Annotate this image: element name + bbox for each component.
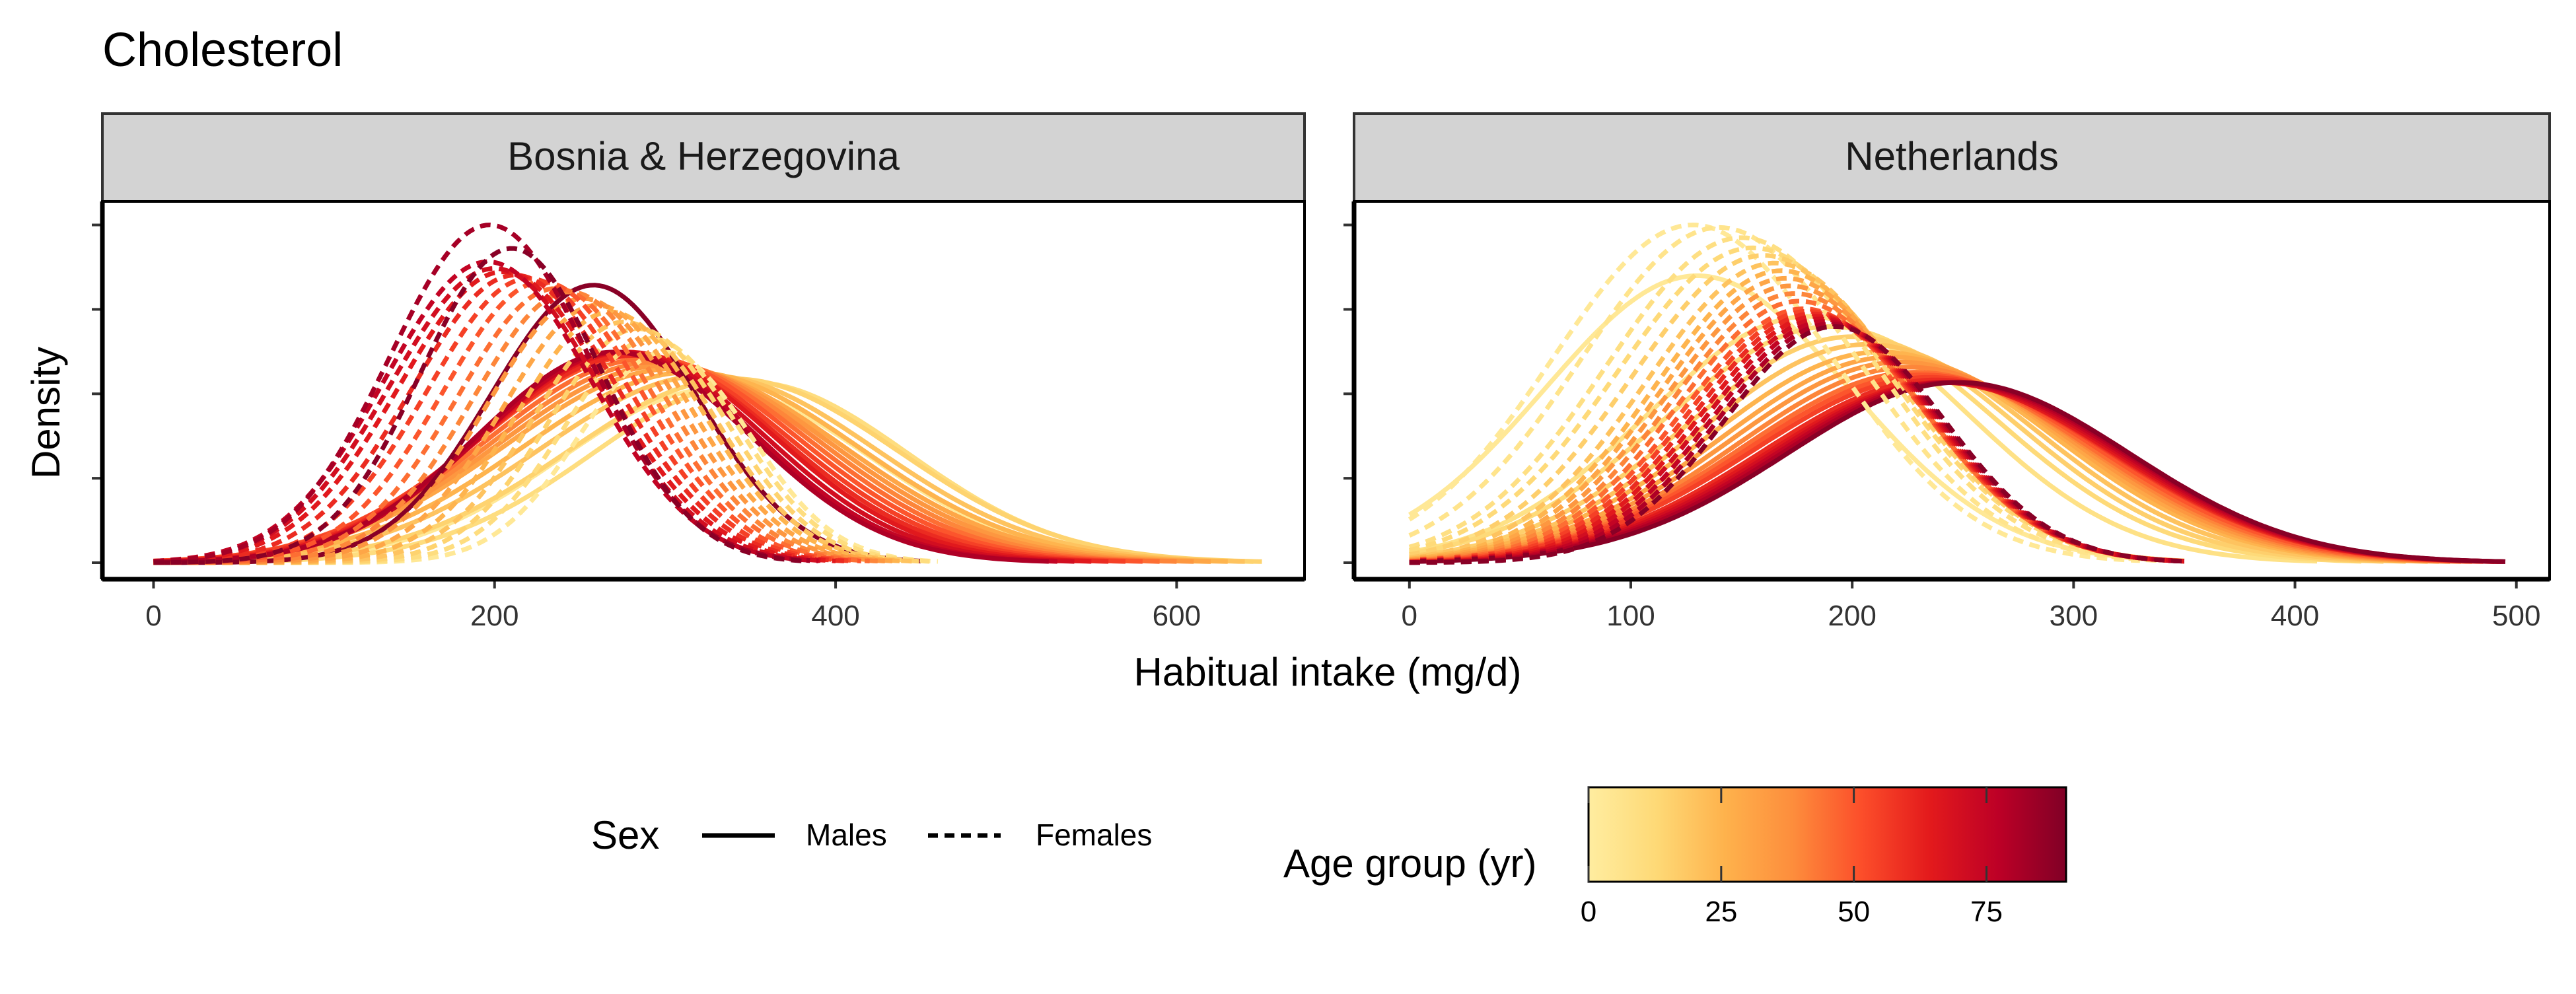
x-tick-label: 500	[2492, 600, 2540, 632]
panel-strip-bosnia	[101, 112, 1306, 203]
x-tick-label: 600	[1153, 600, 1201, 632]
y-axis-title: Density	[24, 347, 68, 479]
density-curve-females-age-9	[1408, 235, 2174, 563]
legend-sex-title: Sex	[591, 813, 659, 857]
x-axis-netherlands: 0 100 200 300 400 500	[1402, 579, 2540, 632]
legend-age-title: Age group (yr)	[1283, 841, 1537, 886]
age-colorbar-ticks: 0 25 50 75	[1581, 787, 2003, 928]
density-curve-females-age-65	[153, 269, 836, 564]
x-tick-label: 0	[1402, 600, 1417, 632]
legend-males-label: Males	[806, 818, 887, 852]
age-tick-label: 25	[1705, 896, 1737, 928]
x-tick-label: 100	[1606, 600, 1655, 632]
age-tick-label: 50	[1838, 896, 1870, 928]
chart-title: Cholesterol	[102, 24, 343, 77]
density-curve-females-age-20	[1409, 260, 2185, 563]
density-curve-females-age-88	[153, 246, 802, 565]
legend-females-label: Females	[1036, 818, 1152, 852]
density-curve-females-age-3	[1408, 223, 2141, 563]
age-tick-label: 0	[1581, 896, 1596, 928]
x-tick-label: 400	[2271, 600, 2319, 632]
x-tick-label: 0	[145, 600, 161, 632]
x-tick-label: 400	[811, 600, 859, 632]
density-curve-females-age-88	[1409, 324, 2185, 565]
density-curve-males-age-88	[1409, 380, 2506, 564]
legend-sex: Sex Males Females	[591, 813, 1152, 857]
x-tick-label: 200	[1828, 600, 1876, 632]
panel-strip-label-bosnia: Bosnia & Herzegovina	[507, 134, 900, 178]
density-curve-females-age-30	[1409, 275, 2185, 563]
density-curve-males-age-80	[153, 349, 1049, 565]
legend-age-group: Age group (yr) 0 25 50 75	[1283, 786, 2067, 928]
age-colorbar	[1587, 786, 2067, 883]
x-axis-bosnia: 0 200 400 600	[145, 579, 1201, 632]
density-curve-females-age-60	[153, 273, 845, 565]
x-axis-title: Habitual intake (mg/d)	[1134, 650, 1522, 694]
curves-bosnia	[153, 223, 1262, 565]
density-curve-females-age-70	[153, 266, 828, 564]
age-tick-label: 75	[1970, 896, 2003, 928]
panel-strip-label-netherlands: Netherlands	[1845, 134, 2059, 178]
curves-netherlands	[1408, 223, 2506, 565]
x-tick-label: 200	[470, 600, 519, 632]
density-curve-females-age-50	[1409, 306, 2185, 564]
density-curve-males-age-16	[1409, 334, 2384, 564]
density-curve-females-age-55	[1409, 308, 2185, 565]
x-tick-label: 300	[2050, 600, 2098, 632]
